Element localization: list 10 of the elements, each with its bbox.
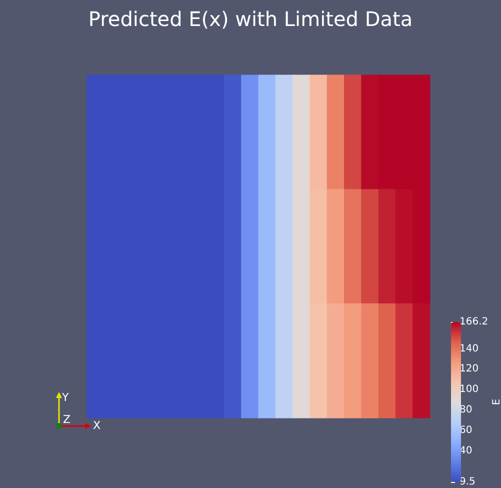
text: Y <box>61 391 69 404</box>
color-bar-label: 9.5 <box>460 476 476 488</box>
text: X <box>93 419 101 432</box>
chart-title: Predicted E(x) with Limited Data <box>88 7 413 31</box>
color-bar-title: E <box>492 398 501 406</box>
color-bar-label: 166.2 <box>460 316 488 328</box>
color-bar-label: 140 <box>460 343 479 354</box>
color-bar-label: 100 <box>460 384 479 396</box>
text: Z <box>63 413 71 426</box>
color-bar-label: 120 <box>460 364 479 375</box>
